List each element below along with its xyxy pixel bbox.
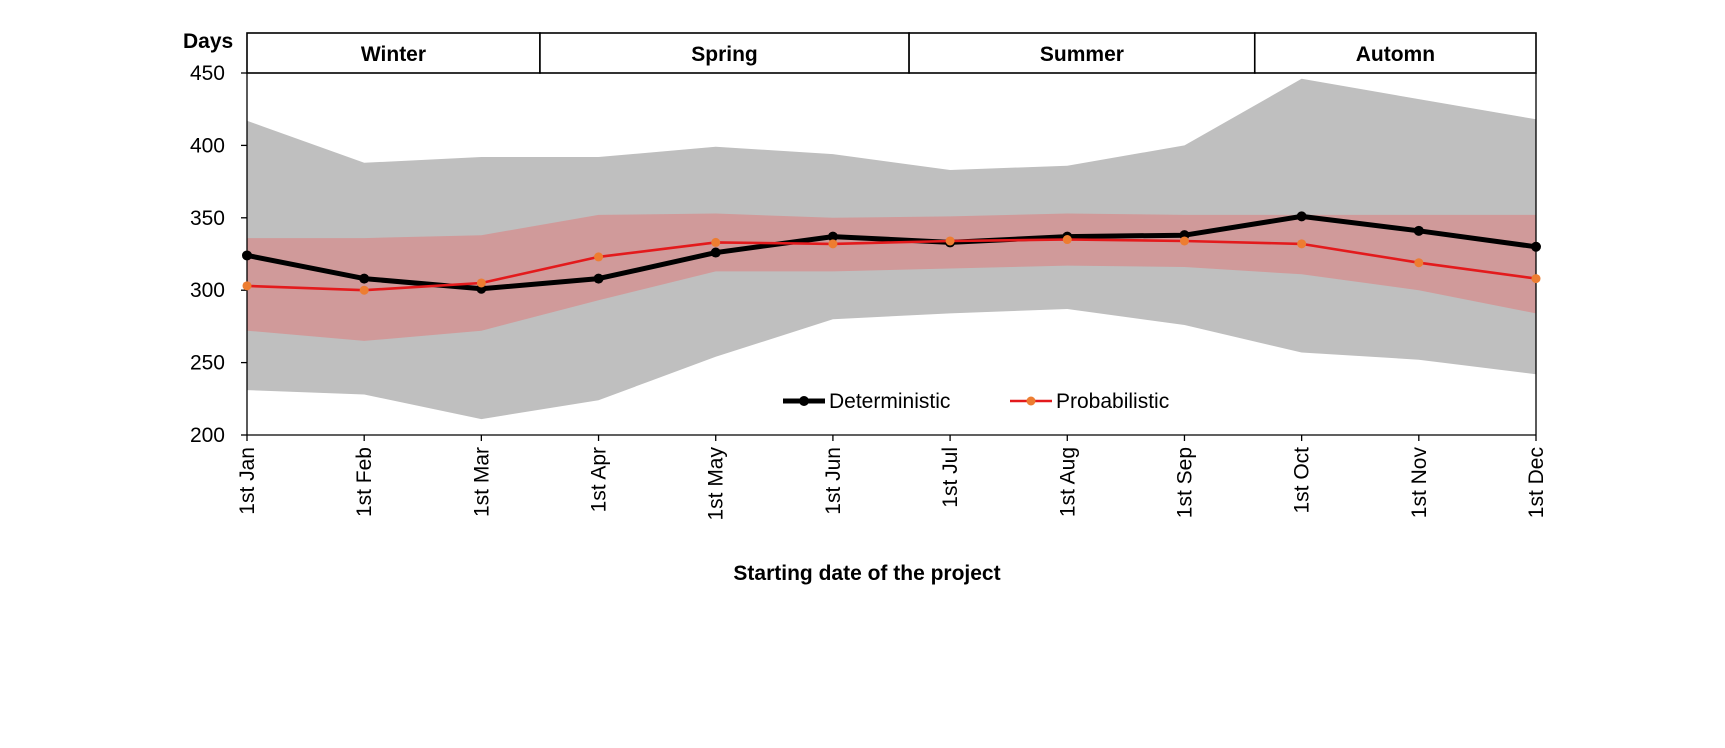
legend-label: Deterministic xyxy=(829,390,950,413)
x-tick-label: 1st Oct xyxy=(1291,447,1314,514)
series-lines xyxy=(242,211,1541,295)
data-point-deterministic xyxy=(242,250,252,261)
series-line-deterministic xyxy=(246,213,1537,292)
x-tick-label: 1st Sep xyxy=(1173,447,1196,518)
data-point-deterministic xyxy=(1296,211,1307,222)
legend-swatch-marker xyxy=(799,396,809,406)
band-inner xyxy=(247,213,1536,341)
season-label: Automn xyxy=(1356,43,1435,66)
season-box xyxy=(908,32,1256,74)
y-tick-label: 350 xyxy=(190,207,225,230)
season-label: Spring xyxy=(691,43,758,66)
x-tick-label: 1st Jun xyxy=(822,447,845,515)
data-point-probabilistic xyxy=(1531,274,1541,284)
x-tick-label: 1st Jan xyxy=(236,447,259,515)
x-tick-label: 1st Apr xyxy=(588,447,611,512)
season-header: Winter Spring Summer Automn xyxy=(246,32,1537,74)
data-point-probabilistic xyxy=(945,236,955,246)
y-axis-title: Days xyxy=(183,30,233,53)
data-point-probabilistic xyxy=(828,239,838,249)
y-tick-label: 450 xyxy=(190,62,225,85)
data-point-deterministic xyxy=(359,273,370,284)
x-tick-label: 1st Aug xyxy=(1056,447,1079,517)
data-point-probabilistic xyxy=(1179,236,1189,246)
x-tick-label: 1st Mar xyxy=(470,447,493,517)
x-tick-label: 1st Dec xyxy=(1525,447,1548,518)
y-tick-label: 250 xyxy=(190,352,225,375)
x-axis-title: Starting date of the project xyxy=(733,562,1000,585)
season-box xyxy=(1253,32,1537,74)
data-point-deterministic xyxy=(593,273,604,284)
data-point-probabilistic xyxy=(476,278,486,288)
data-point-probabilistic xyxy=(1414,258,1424,268)
x-tick-label: 1st Nov xyxy=(1408,447,1431,519)
data-point-deterministic xyxy=(1413,225,1424,236)
season-label: Summer xyxy=(1040,43,1124,66)
season-box xyxy=(246,32,541,74)
legend: Deterministic Probabilistic xyxy=(783,390,1169,413)
x-tick-label: 1st May xyxy=(705,447,728,521)
legend-swatch-marker xyxy=(1026,396,1036,406)
data-point-deterministic xyxy=(710,247,721,258)
data-point-probabilistic xyxy=(1062,235,1072,245)
data-point-deterministic xyxy=(827,231,838,242)
data-point-probabilistic xyxy=(242,281,252,291)
series-line-probabilistic xyxy=(246,238,1537,292)
data-point-probabilistic xyxy=(711,237,721,247)
x-tick-label: 1st Feb xyxy=(353,447,376,517)
y-tick-label: 300 xyxy=(190,279,225,302)
x-tick-label: 1st Jul xyxy=(939,447,962,508)
data-point-probabilistic xyxy=(1297,239,1307,249)
season-label: Winter xyxy=(361,43,426,66)
data-point-deterministic xyxy=(1531,241,1541,252)
data-point-probabilistic xyxy=(594,252,604,262)
data-point-probabilistic xyxy=(359,285,369,295)
y-tick-label: 200 xyxy=(190,424,225,447)
axes: 200 250 300 350 400 450 1st Jan 1st Feb 1st Mar 1… xyxy=(190,62,1548,521)
legend-label: Probabilistic xyxy=(1056,390,1169,413)
confidence-bands xyxy=(247,78,1536,420)
y-tick-label: 400 xyxy=(190,134,225,157)
